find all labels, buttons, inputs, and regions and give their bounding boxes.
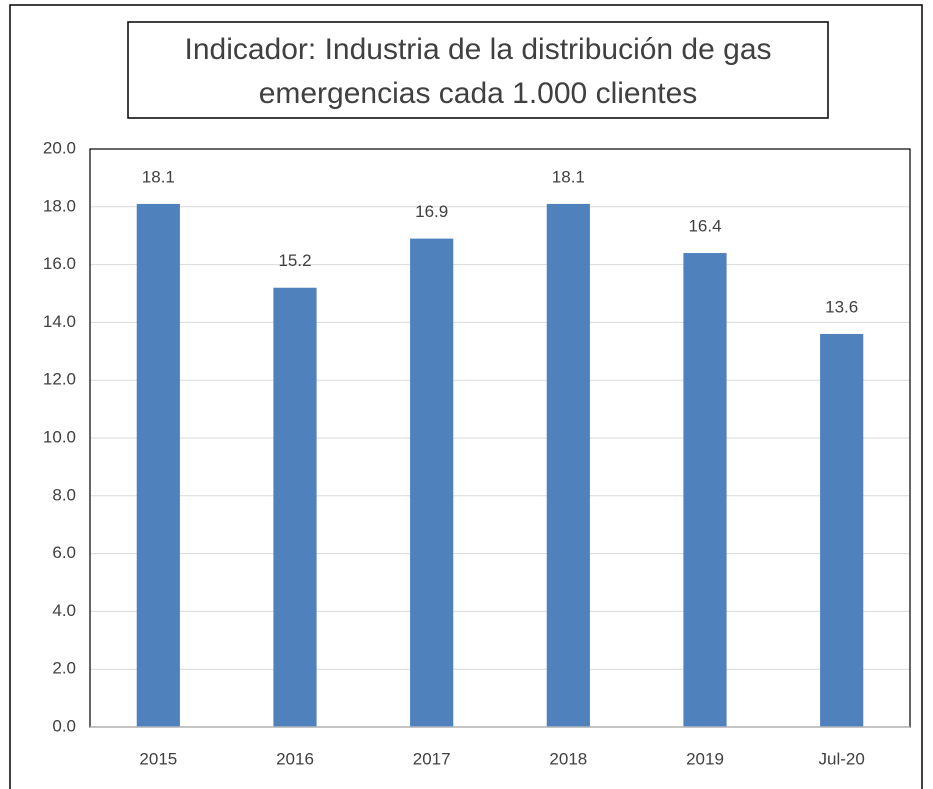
data-label: 16.9 xyxy=(415,202,448,221)
x-tick-label: 2017 xyxy=(413,749,451,768)
y-tick-label: 16.0 xyxy=(43,254,76,273)
bar xyxy=(683,253,727,728)
chart-title: Indicador: Industria de la distribución … xyxy=(184,33,771,66)
data-label: 18.1 xyxy=(552,167,585,186)
x-tick-label: 2019 xyxy=(686,749,724,768)
chart-title: emergencias cada 1.000 clientes xyxy=(259,77,698,110)
bar xyxy=(273,287,317,727)
data-label: 15.2 xyxy=(278,251,311,270)
x-tick-label: 2016 xyxy=(276,749,314,768)
bar xyxy=(410,238,454,727)
y-tick-label: 0.0 xyxy=(52,716,76,735)
bar xyxy=(136,203,180,727)
y-tick-label: 8.0 xyxy=(52,485,76,504)
y-tick-label: 18.0 xyxy=(43,196,76,215)
x-tick-label: 2015 xyxy=(139,749,177,768)
bar xyxy=(820,333,864,727)
y-tick-label: 20.0 xyxy=(43,138,76,157)
y-tick-label: 6.0 xyxy=(52,543,76,562)
chart-frame xyxy=(9,4,923,789)
y-tick-label: 4.0 xyxy=(52,601,76,620)
y-tick-label: 14.0 xyxy=(43,312,76,331)
x-tick-label: Jul-20 xyxy=(819,749,865,768)
bar xyxy=(546,203,590,727)
x-tick-label: 2018 xyxy=(549,749,587,768)
y-tick-label: 12.0 xyxy=(43,370,76,389)
y-tick-label: 2.0 xyxy=(52,659,76,678)
y-tick-label: 10.0 xyxy=(43,427,76,446)
title-box xyxy=(127,21,829,119)
data-label: 13.6 xyxy=(825,297,858,316)
data-label: 18.1 xyxy=(142,167,175,186)
data-label: 16.4 xyxy=(688,217,721,236)
